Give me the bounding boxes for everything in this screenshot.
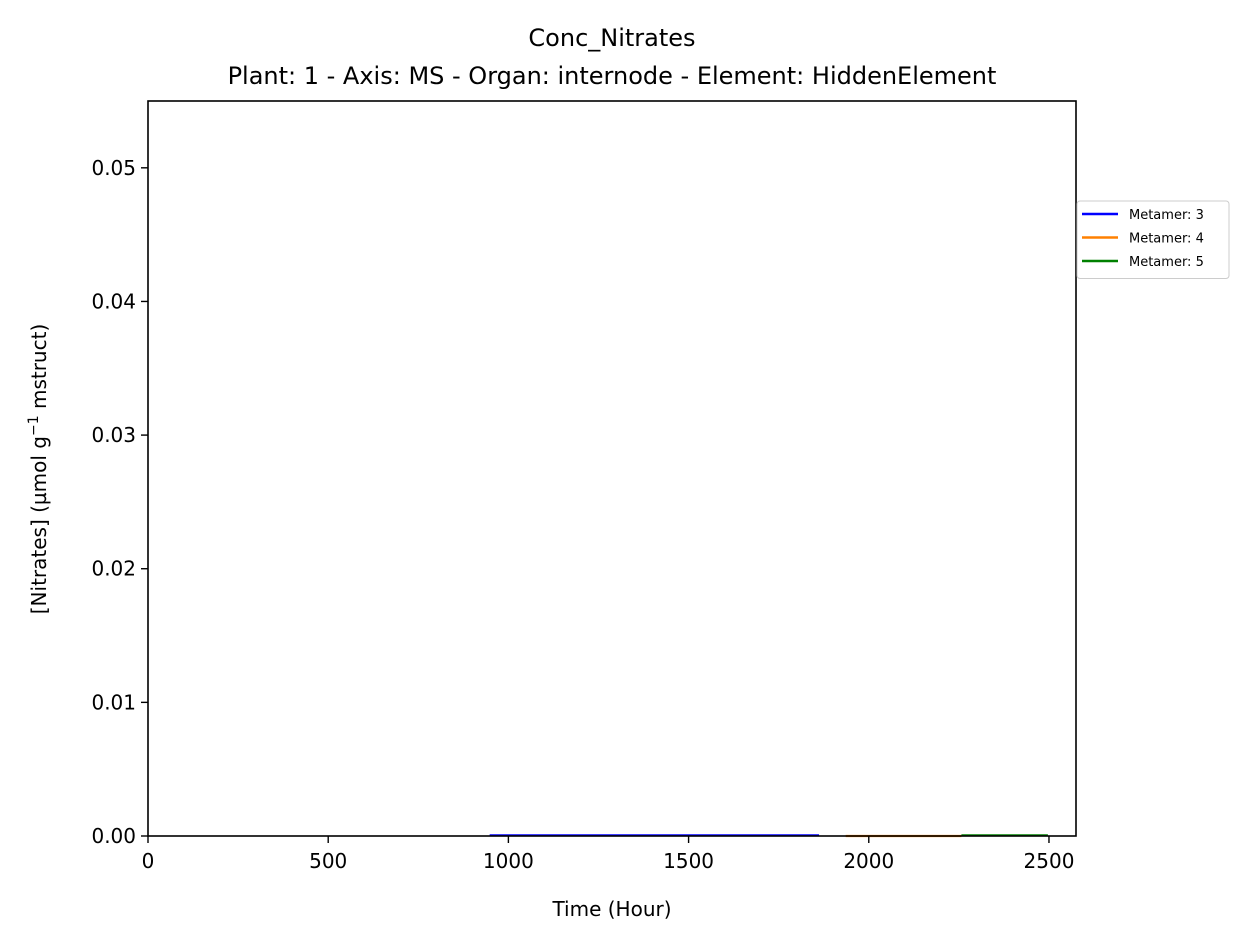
chart-subtitle: Plant: 1 - Axis: MS - Organ: internode -… — [228, 62, 997, 90]
y-axis-label: [Nitrates] (µmol g−1 mstruct) — [26, 324, 51, 615]
legend-box — [1076, 200, 1230, 279]
y-tick-label: 0.00 — [91, 824, 136, 848]
x-tick-label: 0 — [142, 849, 155, 873]
legend: Metamer: 3 Metamer: 4 Metamer: 5 — [1076, 200, 1230, 279]
plot-area: 0 500 1000 1500 2000 2500 0.00 0.01 0.02 0.03 0.04… — [91, 100, 1077, 873]
legend-label-metamer-4: Metamer: 4 — [1129, 232, 1204, 247]
y-tick-label: 0.05 — [91, 156, 136, 180]
y-tick-label: 0.03 — [91, 423, 136, 447]
x-tick-label: 2000 — [843, 849, 894, 873]
x-axis-label: Time (Hour) — [551, 897, 671, 921]
x-tick-label: 1000 — [483, 849, 534, 873]
chart-title: Conc_Nitrates — [528, 24, 695, 52]
y-tick-label: 0.02 — [91, 557, 136, 581]
y-tick-label: 0.04 — [91, 289, 136, 313]
x-tick-label: 500 — [309, 849, 347, 873]
axes-frame — [147, 100, 1077, 837]
x-tick-label: 2500 — [1024, 849, 1075, 873]
legend-label-metamer-3: Metamer: 3 — [1129, 208, 1204, 223]
y-tick-label: 0.01 — [91, 690, 136, 714]
x-tick-label: 1500 — [663, 849, 714, 873]
legend-label-metamer-5: Metamer: 5 — [1129, 255, 1204, 270]
